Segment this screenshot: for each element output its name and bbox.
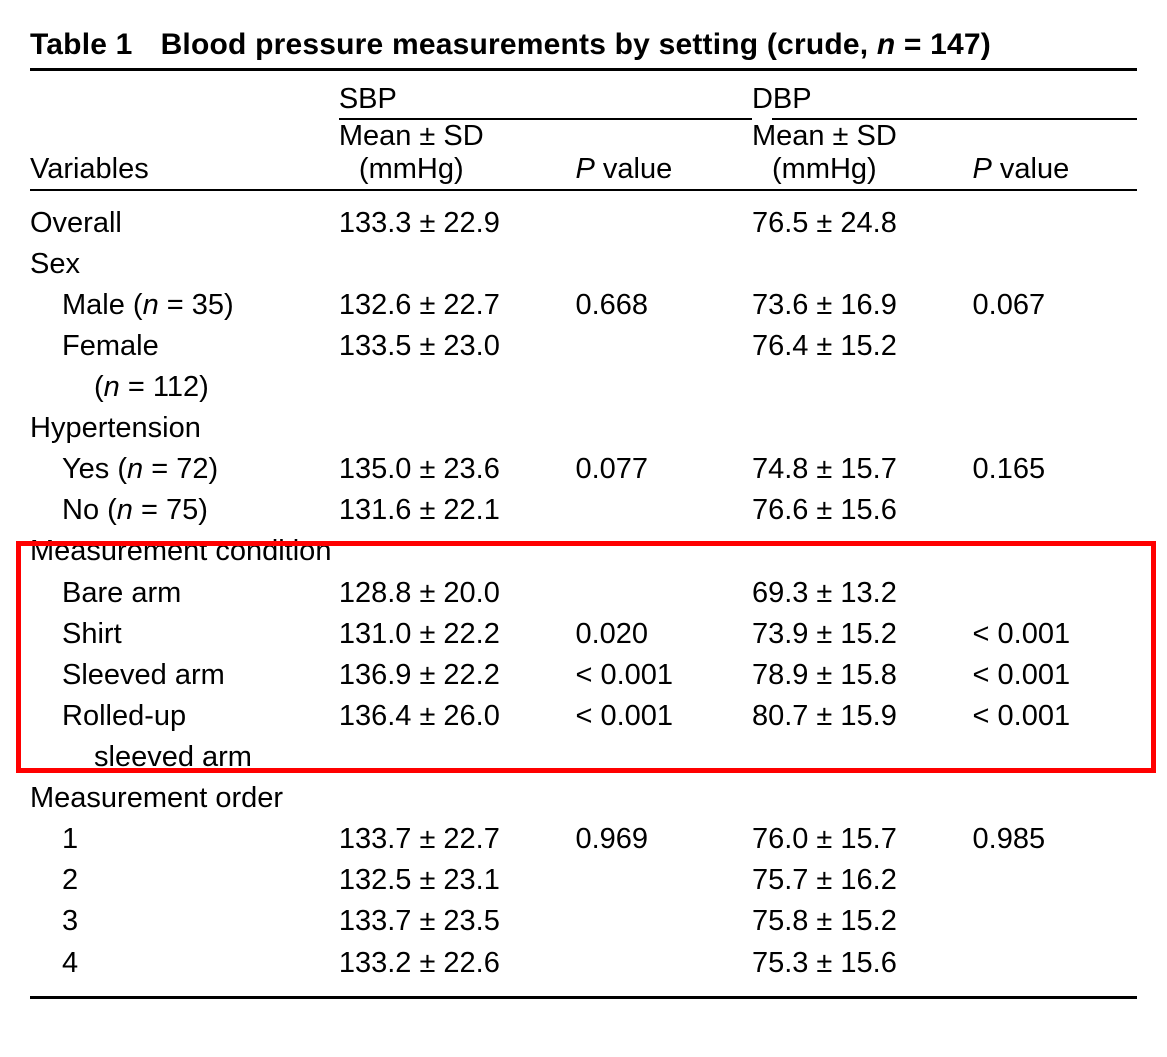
row-order-1: 1 133.7 ± 22.7 0.969 76.0 ± 15.7 0.985 <box>30 819 1137 860</box>
table-number: Table 1 <box>30 28 133 61</box>
col-sbp-mean: Mean ± SD(mmHg) <box>339 120 484 187</box>
row-bare: Bare arm 128.8 ± 20.0 69.3 ± 13.2 <box>30 573 1137 614</box>
table-title: Blood pressure measurements by setting (… <box>161 28 991 61</box>
row-order-4: 4 133.2 ± 22.6 75.3 ± 15.6 <box>30 943 1137 984</box>
col-group-dbp: DBP <box>752 83 812 115</box>
row-cond-header: Measurement condition <box>30 531 1137 572</box>
bp-table: SBP DBP Variables Mean ± SD(mmHg) <box>30 68 1137 999</box>
row-sex-header: Sex <box>30 244 1137 285</box>
row-order-header: Measurement order <box>30 778 1137 819</box>
row-sleeved: Sleeved arm 136.9 ± 22.2 < 0.001 78.9 ± … <box>30 655 1137 696</box>
row-order-2: 2 132.5 ± 23.1 75.7 ± 16.2 <box>30 860 1137 901</box>
col-dbp-p: P value <box>973 153 1070 185</box>
row-rolled: Rolled-up 136.4 ± 26.0 < 0.001 80.7 ± 15… <box>30 696 1137 737</box>
table-head: SBP DBP Variables Mean ± SD(mmHg) <box>30 70 1137 190</box>
row-htn-header: Hypertension <box>30 408 1137 449</box>
row-htn-yes: Yes (n = 72) 135.0 ± 23.6 0.077 74.8 ± 1… <box>30 449 1137 490</box>
row-htn-no: No (n = 75) 131.6 ± 22.1 76.6 ± 15.6 <box>30 490 1137 531</box>
row-rolled-cont: sleeved arm <box>30 737 1137 778</box>
row-male: Male (n = 35) 132.6 ± 22.7 0.668 73.6 ± … <box>30 285 1137 326</box>
row-female: Female 133.5 ± 23.0 76.4 ± 15.2 <box>30 326 1137 367</box>
col-variables: Variables <box>30 153 149 185</box>
row-shirt: Shirt 131.0 ± 22.2 0.020 73.9 ± 15.2 < 0… <box>30 614 1137 655</box>
table-caption: Table 1 Blood pressure measurements by se… <box>30 28 1137 62</box>
row-female-n: (n = 112) <box>30 367 1137 408</box>
table-body: Overall 133.3 ± 22.9 76.5 ± 24.8 Sex Mal… <box>30 190 1137 998</box>
col-sbp-p: P value <box>575 153 672 185</box>
row-overall: Overall 133.3 ± 22.9 76.5 ± 24.8 <box>30 203 1137 244</box>
row-order-3: 3 133.7 ± 23.5 75.8 ± 15.2 <box>30 901 1137 942</box>
col-dbp-mean: Mean ± SD(mmHg) <box>752 120 897 187</box>
col-group-sbp: SBP <box>339 83 397 115</box>
table-page: Table 1 Blood pressure measurements by se… <box>0 0 1167 1029</box>
